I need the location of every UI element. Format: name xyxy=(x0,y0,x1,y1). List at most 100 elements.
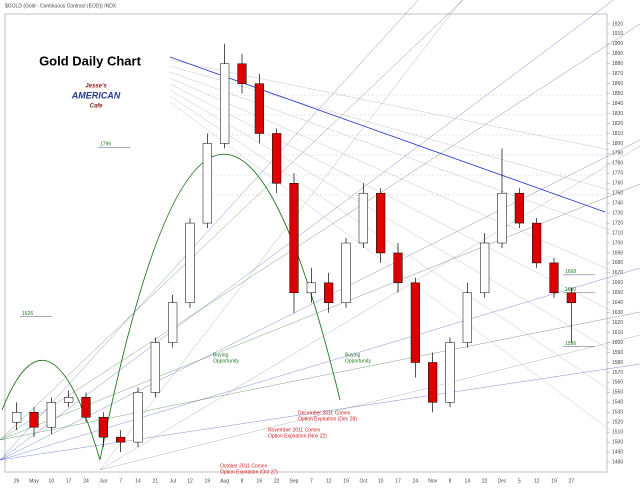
y-tick-label: 1730 xyxy=(612,210,623,216)
x-tick-label: Jun xyxy=(99,478,107,484)
level-label: 1796 xyxy=(100,142,111,148)
annotation: Option Expiration (Oct 27) xyxy=(220,469,278,475)
annotation: October 2011 Comex xyxy=(220,463,268,469)
x-tick-label: 10 xyxy=(49,478,55,484)
x-tick-label: 27 xyxy=(569,478,575,484)
y-tick-label: 1720 xyxy=(612,220,623,226)
candle-body xyxy=(237,63,247,84)
y-tick-label: 1580 xyxy=(612,360,623,366)
x-tick-label: 8 xyxy=(241,478,244,484)
y-tick-label: 1670 xyxy=(612,270,623,276)
gann-lines xyxy=(0,0,640,471)
x-tick-label: 19 xyxy=(343,478,349,484)
y-tick-label: 1830 xyxy=(612,111,623,117)
y-tick-label: 1560 xyxy=(612,380,623,386)
y-tick-label: 1510 xyxy=(612,430,623,436)
y-tick-label: 1660 xyxy=(612,280,623,286)
fan-line xyxy=(169,95,611,391)
x-tick-label: 16 xyxy=(257,478,263,484)
level-label: 1626 xyxy=(22,311,33,317)
level-label: 1650 xyxy=(565,287,576,293)
y-tick-label: 1790 xyxy=(612,151,623,157)
y-tick-label: 1850 xyxy=(612,91,623,97)
x-tick-label: 22 xyxy=(274,478,280,484)
candle-body xyxy=(445,342,455,403)
x-tick-label: 7 xyxy=(119,478,122,484)
logo-text: Jesse's xyxy=(85,84,107,90)
y-tick-label: 1880 xyxy=(612,61,623,67)
x-tick-label: Aug xyxy=(220,478,229,484)
x-tick-label: 5 xyxy=(518,478,521,484)
level-label: 1596 xyxy=(565,341,576,347)
y-tick-label: 1780 xyxy=(612,161,623,167)
x-tick-label: 19 xyxy=(205,478,211,484)
annotation: Opportunity xyxy=(213,358,239,364)
candle-body xyxy=(306,282,316,294)
x-tick-label: 12 xyxy=(534,478,540,484)
y-tick-label: 1890 xyxy=(612,51,623,57)
candle-body xyxy=(150,342,160,393)
y-tick-label: 1860 xyxy=(612,81,623,87)
candle-body xyxy=(185,222,195,303)
y-tick-label: 1680 xyxy=(612,260,623,266)
candle-body xyxy=(116,436,126,443)
candle-body xyxy=(566,292,576,303)
x-tick-label: 8 xyxy=(449,478,452,484)
candle-body xyxy=(393,252,403,284)
x-tick-label: 7 xyxy=(310,478,313,484)
fan-line xyxy=(0,0,464,441)
y-tick-label: 1550 xyxy=(612,390,623,396)
candle-body xyxy=(29,412,39,428)
fan-line xyxy=(169,71,611,231)
x-tick-label: May xyxy=(29,478,39,484)
candle-body xyxy=(81,397,91,418)
x-tick-label: 10 xyxy=(378,478,384,484)
annotation: Opportunity xyxy=(345,358,371,364)
annotation: Option Expiration (Dec 28) xyxy=(298,416,357,422)
candle-body xyxy=(12,412,22,423)
y-tick-label: 1640 xyxy=(612,300,623,306)
annotation: Buying xyxy=(345,352,361,358)
candle-body xyxy=(532,222,542,264)
candle-body xyxy=(497,192,507,244)
candle-body xyxy=(202,143,212,224)
logo-text: Cafe xyxy=(89,104,103,110)
y-tick-label: 1610 xyxy=(612,330,623,336)
y-tick-label: 1740 xyxy=(612,201,623,207)
candle-body xyxy=(46,402,56,428)
y-tick-label: 1620 xyxy=(612,320,623,326)
x-tick-label: Sep xyxy=(290,478,299,484)
y-tick-label: 1900 xyxy=(612,41,623,47)
x-tick-label: 26 xyxy=(14,478,20,484)
y-tick-label: 1530 xyxy=(612,410,623,416)
y-tick-label: 1540 xyxy=(612,400,623,406)
y-tick-label: 1870 xyxy=(612,71,623,77)
annotation: November 2011 Comex xyxy=(268,427,321,433)
fan-line xyxy=(0,23,640,441)
x-tick-label: 17 xyxy=(395,478,401,484)
annotation: December 2011 Comex xyxy=(298,410,351,416)
chart-header: $GOLD (Gold - Continuous Contract (EOD))… xyxy=(5,3,117,9)
x-tick-label: Jul xyxy=(169,478,175,484)
y-tick-label: 1590 xyxy=(612,350,623,356)
y-tick-label: 1480 xyxy=(612,459,623,465)
x-tick-label: 21 xyxy=(153,478,159,484)
y-tick-label: 1630 xyxy=(612,310,623,316)
fan-line xyxy=(169,65,611,191)
fan-line xyxy=(0,0,419,461)
candle-body xyxy=(376,192,386,254)
y-tick-label: 1520 xyxy=(612,420,623,426)
candle-body xyxy=(133,392,143,443)
candle-body xyxy=(480,242,490,294)
x-tick-label: 14 xyxy=(135,478,141,484)
logo-text: AMERICAN xyxy=(71,90,121,100)
x-tick-label: 24 xyxy=(413,478,419,484)
fan-line xyxy=(0,0,614,461)
fan-line xyxy=(99,145,640,471)
candle-body xyxy=(98,416,108,438)
x-tick-label: 12 xyxy=(326,478,332,484)
x-tick-label: 19 xyxy=(551,478,557,484)
y-tick-label: 1920 xyxy=(612,21,623,27)
candle-body xyxy=(428,362,438,403)
